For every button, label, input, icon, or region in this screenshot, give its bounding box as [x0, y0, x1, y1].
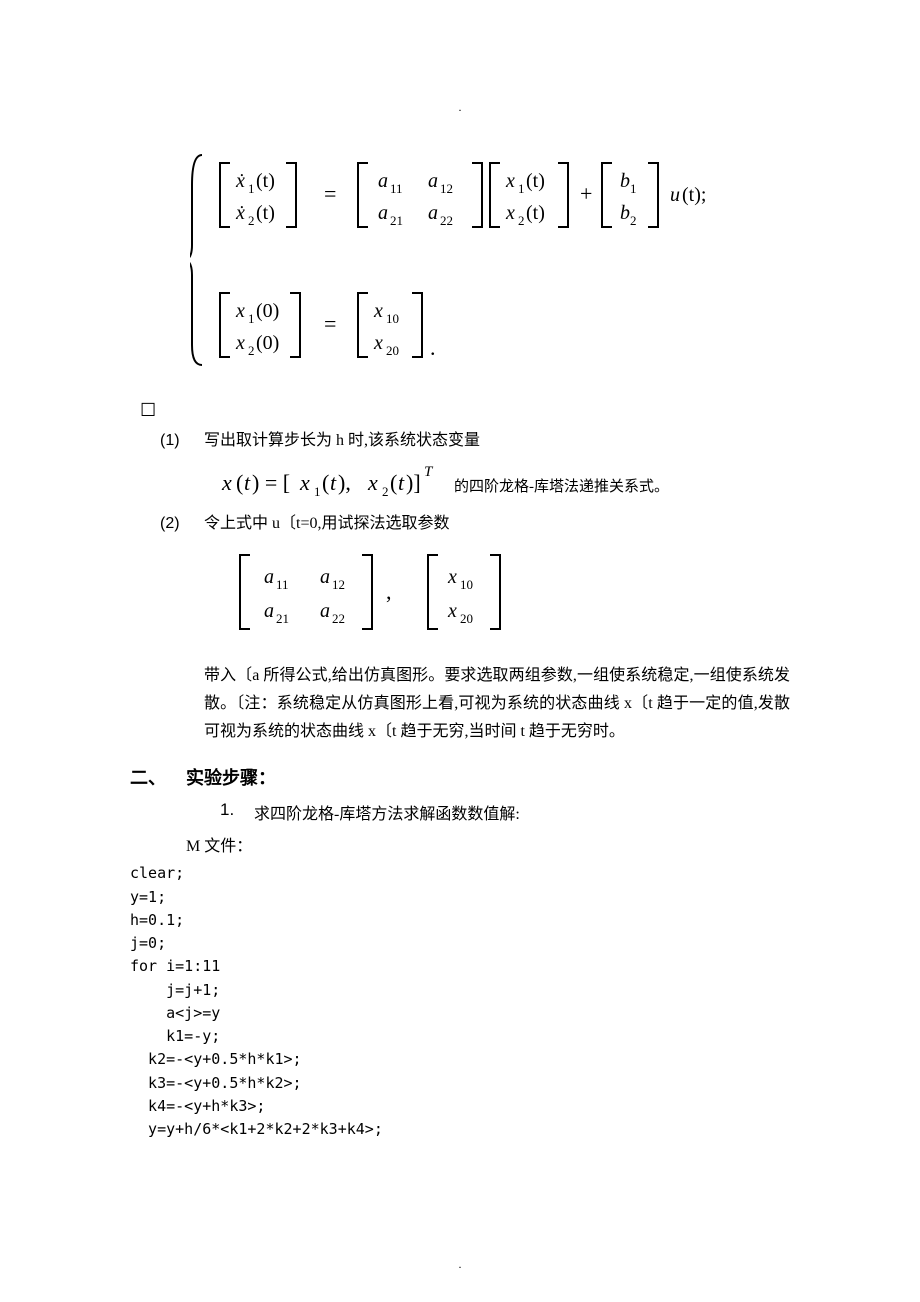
- section-2-num: 二、: [130, 764, 186, 790]
- item-2-text: 令上式中 u〔t=0,用试探法选取参数: [204, 510, 790, 537]
- svg-text:(t): (t): [256, 170, 275, 192]
- svg-text:12: 12: [440, 181, 453, 196]
- checkbox-marker: ☐: [140, 400, 790, 421]
- item-1-num: (1): [160, 427, 204, 454]
- svg-text:22: 22: [440, 213, 453, 228]
- svg-text:x: x: [447, 600, 457, 622]
- svg-text:(: (: [236, 470, 243, 495]
- svg-text:x: x: [299, 470, 310, 495]
- svg-text:21: 21: [276, 611, 289, 626]
- equation-params: a11 a12 a21 a22 , x10 x20: [230, 547, 790, 642]
- svg-text:a: a: [264, 566, 274, 588]
- svg-text:t: t: [330, 470, 337, 495]
- svg-text:ẋ: ẋ: [235, 202, 245, 224]
- substep-1: 1. 求四阶龙格-库塔方法求解函数数值解:: [220, 800, 790, 824]
- svg-text:a: a: [428, 202, 438, 224]
- svg-text:x: x: [367, 470, 378, 495]
- svg-text:20: 20: [386, 343, 399, 358]
- svg-text:a: a: [378, 170, 388, 192]
- svg-text:1: 1: [248, 181, 255, 196]
- svg-text:x: x: [373, 300, 383, 322]
- paragraph-notes: 带入〔a 所得公式,给出仿真图形。要求选取两组参数,一组使系统稳定,一组使系统发…: [204, 662, 790, 746]
- eq-xt-svg: x(t) = [ x1(t), x2(t)] T: [220, 462, 450, 502]
- svg-text:ẋ: ẋ: [235, 170, 245, 192]
- item-1-text: 写出取计算步长为 h 时,该系统状态变量: [204, 427, 790, 454]
- svg-text:t: t: [244, 470, 251, 495]
- svg-text:(0): (0): [256, 332, 279, 354]
- svg-text:a: a: [378, 202, 388, 224]
- svg-text:x: x: [221, 470, 232, 495]
- svg-text:(: (: [322, 470, 329, 495]
- svg-text:2: 2: [382, 484, 389, 499]
- svg-text:11: 11: [390, 181, 403, 196]
- svg-text:(0): (0): [256, 300, 279, 322]
- svg-text:b: b: [620, 170, 630, 192]
- svg-text:1: 1: [314, 484, 321, 499]
- svg-text:10: 10: [386, 311, 399, 326]
- svg-text:1: 1: [518, 181, 525, 196]
- svg-text:t: t: [398, 470, 405, 495]
- svg-text:.: .: [430, 335, 436, 360]
- eq-params-svg: a11 a12 a21 a22 , x10 x20: [230, 547, 550, 637]
- svg-text:x: x: [235, 300, 245, 322]
- svg-text:a: a: [320, 600, 330, 622]
- eq-xt-tail: 的四阶龙格-库塔法递推关系式。: [454, 475, 669, 496]
- svg-text:2: 2: [248, 343, 255, 358]
- section-2-title: 实验步骤：: [186, 764, 276, 790]
- svg-text:a: a: [428, 170, 438, 192]
- item-2: (2) 令上式中 u〔t=0,用试探法选取参数: [160, 510, 790, 537]
- svg-text:12: 12: [332, 577, 345, 592]
- item-2-num: (2): [160, 510, 204, 537]
- svg-text:),: ),: [338, 470, 351, 495]
- svg-text:(t);: (t);: [682, 184, 706, 206]
- svg-text:20: 20: [460, 611, 473, 626]
- equation-xt: x(t) = [ x1(t), x2(t)] T 的四阶龙格-库塔法递推关系式。: [220, 462, 790, 502]
- svg-text:22: 22: [332, 611, 345, 626]
- svg-text:11: 11: [276, 577, 289, 592]
- svg-text:x: x: [505, 170, 515, 192]
- svg-text:x: x: [235, 332, 245, 354]
- svg-text:(t): (t): [526, 170, 545, 192]
- svg-text:21: 21: [390, 213, 403, 228]
- code-block: clear; y=1; h=0.1; j=0; for i=1:11 j=j+1…: [130, 862, 790, 1141]
- svg-text:) = [: ) = [: [252, 470, 290, 495]
- svg-text:=: =: [324, 181, 336, 206]
- section-2-heading: 二、 实验步骤：: [130, 764, 790, 790]
- svg-text:a: a: [264, 600, 274, 622]
- item-1: (1) 写出取计算步长为 h 时,该系统状态变量: [160, 427, 790, 454]
- svg-text:2: 2: [518, 213, 525, 228]
- mfile-label: M 文件：: [186, 832, 790, 856]
- svg-text:,: ,: [386, 579, 392, 604]
- svg-text:2: 2: [248, 213, 255, 228]
- svg-text:(t): (t): [256, 202, 275, 224]
- svg-text:)]: )]: [406, 470, 421, 495]
- svg-text:x: x: [505, 202, 515, 224]
- svg-text:1: 1: [630, 181, 637, 196]
- svg-text:1: 1: [248, 311, 255, 326]
- substep-1-text: 求四阶龙格-库塔方法求解函数数值解:: [254, 800, 520, 824]
- svg-text:b: b: [620, 202, 630, 224]
- svg-text:(: (: [390, 470, 397, 495]
- svg-text:a: a: [320, 566, 330, 588]
- equation-state-space: ẋ1(t) ẋ2(t) = a11 a12 a21 a22 x1(t) x2(t…: [190, 145, 790, 380]
- eq-state-space-svg: ẋ1(t) ẋ2(t) = a11 a12 a21 a22 x1(t) x2(t…: [190, 145, 770, 375]
- page-top-marker: .: [130, 100, 790, 115]
- svg-text:10: 10: [460, 577, 473, 592]
- svg-text:T: T: [424, 464, 434, 480]
- svg-text:(t): (t): [526, 202, 545, 224]
- svg-text:x: x: [447, 566, 457, 588]
- svg-text:=: =: [324, 311, 336, 336]
- svg-text:x: x: [373, 332, 383, 354]
- page-bottom-marker: .: [0, 1257, 920, 1272]
- svg-text:+: +: [580, 181, 592, 206]
- substep-1-num: 1.: [220, 800, 254, 824]
- svg-text:2: 2: [630, 213, 637, 228]
- svg-text:u: u: [670, 184, 680, 206]
